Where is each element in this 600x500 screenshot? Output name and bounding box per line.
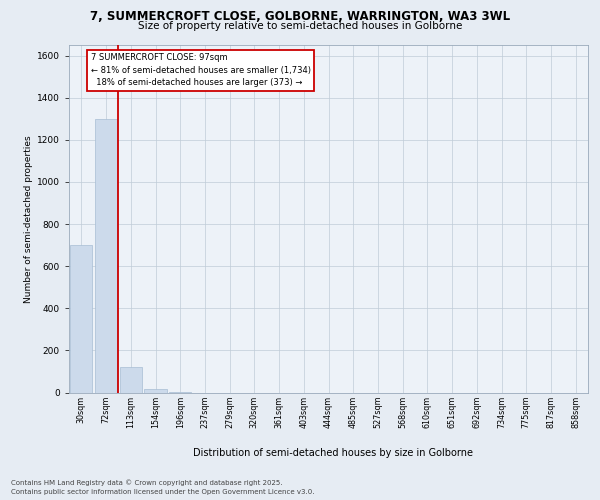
Y-axis label: Number of semi-detached properties: Number of semi-detached properties: [24, 135, 33, 302]
Bar: [70, 245, 92, 392]
Bar: [95, 118, 117, 392]
Text: Distribution of semi-detached houses by size in Golborne: Distribution of semi-detached houses by …: [193, 448, 473, 458]
Text: 7 SUMMERCROFT CLOSE: 97sqm
← 81% of semi-detached houses are smaller (1,734)
  1: 7 SUMMERCROFT CLOSE: 97sqm ← 81% of semi…: [91, 54, 311, 88]
Bar: [145, 390, 167, 392]
Text: Size of property relative to semi-detached houses in Golborne: Size of property relative to semi-detach…: [138, 21, 462, 31]
Text: Contains public sector information licensed under the Open Government Licence v3: Contains public sector information licen…: [11, 489, 314, 495]
Text: 7, SUMMERCROFT CLOSE, GOLBORNE, WARRINGTON, WA3 3WL: 7, SUMMERCROFT CLOSE, GOLBORNE, WARRINGT…: [90, 10, 510, 23]
Text: Contains HM Land Registry data © Crown copyright and database right 2025.: Contains HM Land Registry data © Crown c…: [11, 479, 283, 486]
Bar: [119, 367, 142, 392]
